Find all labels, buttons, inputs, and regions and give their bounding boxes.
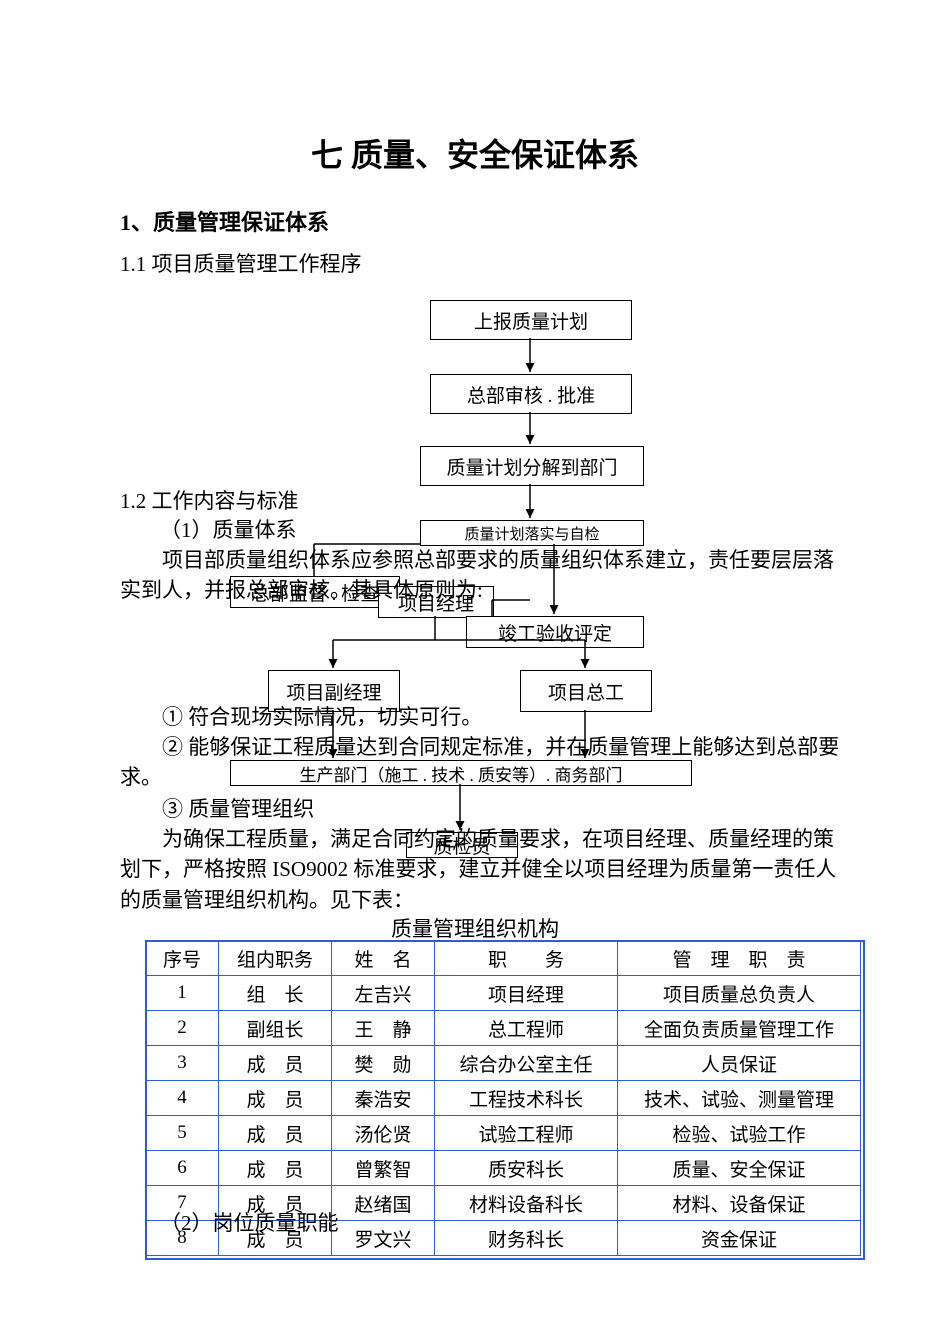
table-cell: 组 长 [219,976,332,1011]
table-header-cell: 职 务 [435,941,618,976]
table-cell: 秦浩安 [332,1081,435,1116]
para-org-body: 为确保工程质量，满足合同约定的质量要求，在项目经理、质量经理的策划下，严格按照 … [120,824,840,915]
table-cell: 王 静 [332,1011,435,1046]
table-cell: 3 [146,1046,219,1081]
table-cell: 人员保证 [618,1046,861,1081]
table-cell: 资金保证 [618,1221,861,1256]
table-cell: 罗文兴 [332,1221,435,1256]
table-cell: 技术、试验、测量管理 [618,1081,861,1116]
table-header-cell: 管 理 职 责 [618,941,861,976]
table-header-cell: 姓 名 [332,941,435,976]
flow-box-3: 质量计划分解到部门 [420,446,644,486]
flow-box-7: 竣工验收评定 [466,616,644,648]
table-cell: 全面负责质量管理工作 [618,1011,861,1046]
table-cell: 试验工程师 [435,1116,618,1151]
table-cell: 2 [146,1011,219,1046]
table-cell: 材料、设备保证 [618,1186,861,1221]
table-cell: 财务科长 [435,1221,618,1256]
para-gangwei: （2）岗位质量职能 [160,1208,339,1238]
table-header-cell: 序号 [146,941,219,976]
para-rule-3: ③ 质量管理组织 [120,794,840,824]
para-tixi-label: （1）质量体系 [160,515,297,545]
para-rule-1: ① 符合现场实际情况，切实可行。 [120,702,840,732]
table-cell: 成 员 [219,1046,332,1081]
table-cell: 成 员 [219,1081,332,1116]
para-rule-2: ② 能够保证工程质量达到合同规定标准，并在质量管理上能够达到总部要求。 [120,732,840,793]
para-tixi-body: 项目部质量组织体系应参照总部要求的质量组织体系建立，责任要层层落实到人，并报总部… [120,545,840,606]
table-cell: 汤伦贤 [332,1116,435,1151]
page-title: 七 质量、安全保证体系 [0,130,950,176]
flow-box-2: 总部审核 . 批准 [430,374,632,414]
table-cell: 总工程师 [435,1011,618,1046]
table-cell: 质安科长 [435,1151,618,1186]
table-cell: 检验、试验工作 [618,1116,861,1151]
table-cell: 副组长 [219,1011,332,1046]
table-cell: 成 员 [219,1116,332,1151]
flow-box-4: 质量计划落实与自检 [420,520,644,546]
table-cell: 樊 勋 [332,1046,435,1081]
section-1-1-heading: 1.1 项目质量管理工作程序 [120,248,362,278]
table-cell: 材料设备科长 [435,1186,618,1221]
table-cell: 6 [146,1151,219,1186]
table-header-cell: 组内职务 [219,941,332,976]
table-cell: 4 [146,1081,219,1116]
table-cell: 5 [146,1116,219,1151]
table-cell: 项目质量总负责人 [618,976,861,1011]
table-cell: 1 [146,976,219,1011]
table-cell: 综合办公室主任 [435,1046,618,1081]
table-cell: 工程技术科长 [435,1081,618,1116]
table-cell: 曾繁智 [332,1151,435,1186]
page: 七 质量、安全保证体系 1、质量管理保证体系 1.1 项目质量管理工作程序 上报… [0,0,950,1344]
flow-box-1: 上报质量计划 [430,300,632,340]
section-1-heading: 1、质量管理保证体系 [120,205,329,237]
section-1-2-heading: 1.2 工作内容与标准 [120,485,299,515]
table-cell: 成 员 [219,1151,332,1186]
table-cell: 项目经理 [435,976,618,1011]
table-cell: 赵绪国 [332,1186,435,1221]
table-cell: 左吉兴 [332,976,435,1011]
table-cell: 质量、安全保证 [618,1151,861,1186]
